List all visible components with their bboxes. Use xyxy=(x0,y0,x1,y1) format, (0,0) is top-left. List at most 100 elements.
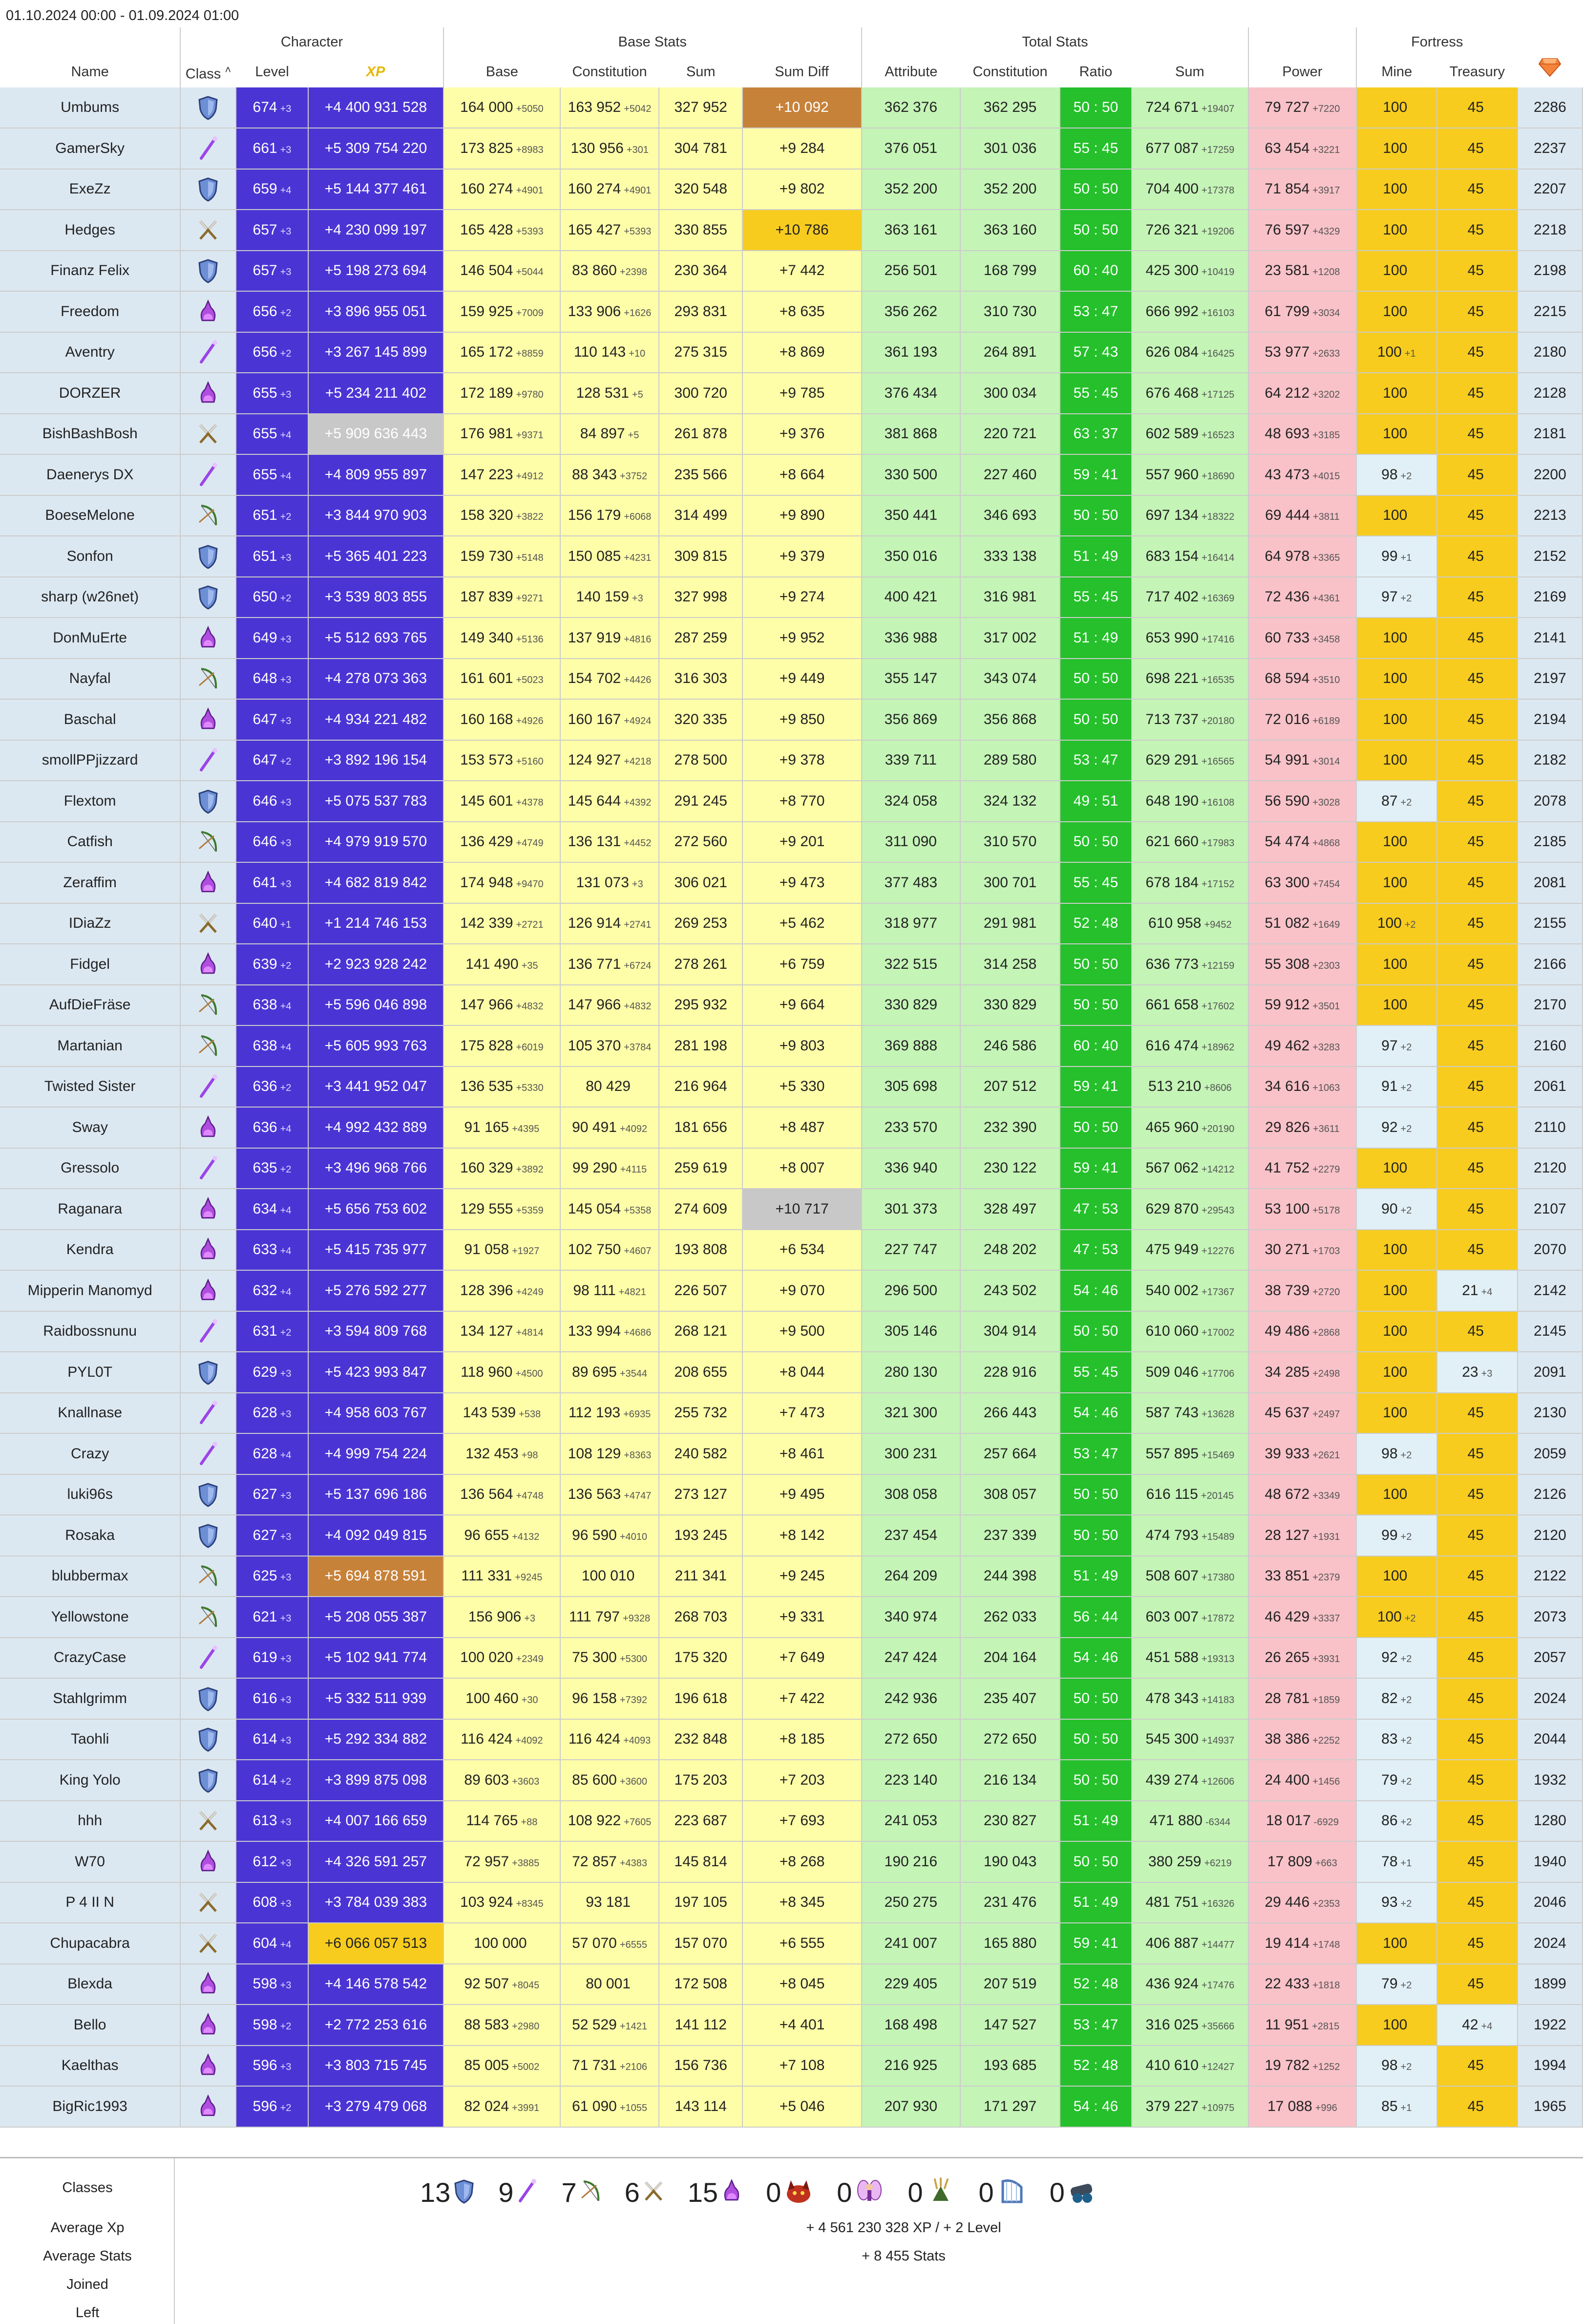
table-row[interactable]: Sway 636 +4 +4 992 432 889 91 165 +4395 90 491… xyxy=(0,1107,1583,1149)
table-row[interactable]: CrazyCase 619 +3 +5 102 941 774 100 020 +2349… xyxy=(0,1637,1583,1679)
col-ratio[interactable]: Ratio xyxy=(1060,57,1132,87)
table-row[interactable]: ExeZz 659 +4 +5 144 377 461 160 274 +4901 160 … xyxy=(0,169,1583,211)
cell-mine: 100 xyxy=(1356,210,1437,251)
cell-con: 80 429 xyxy=(560,1066,660,1108)
cell-mine: 79 +2 xyxy=(1356,1760,1437,1801)
table-row[interactable]: W70 612 +3 +4 326 591 257 72 957 +3885 72 857 +… xyxy=(0,1841,1583,1883)
table-row[interactable]: Zeraffim 641 +3 +4 682 819 842 174 948 +9470 1… xyxy=(0,862,1583,904)
table-row[interactable]: Twisted Sister 636 +2 +3 441 952 047 136 535… xyxy=(0,1066,1583,1108)
table-row[interactable]: Bello 598 +2 +2 772 253 616 88 583 +2980 52 52… xyxy=(0,2004,1583,2046)
cell-total-sum: 610 958 +9452 xyxy=(1131,903,1249,945)
cell-class xyxy=(180,1433,236,1475)
cell-name: W70 xyxy=(0,1841,181,1883)
table-row[interactable]: King Yolo 614 +2 +3 899 875 098 89 603 +3603 8… xyxy=(0,1760,1583,1801)
table-row[interactable]: Freedom 656 +2 +3 896 955 051 159 925 +7009 13… xyxy=(0,291,1583,333)
flask-icon xyxy=(197,2012,219,2038)
table-row[interactable]: GamerSky 661 +3 +5 309 754 220 173 825 +8983 1… xyxy=(0,128,1583,170)
table-row[interactable]: BishBashBosh 655 +4 +5 909 636 443 176 981 +9… xyxy=(0,413,1583,455)
table-row[interactable]: Baschal 647 +3 +4 934 221 482 160 168 +4926 16… xyxy=(0,699,1583,741)
table-row[interactable]: Hedges 657 +3 +4 230 099 197 165 428 +5393 165… xyxy=(0,210,1583,251)
col-level[interactable]: Level xyxy=(235,57,309,87)
table-row[interactable]: Knallnase 628 +3 +4 958 603 767 143 539 +538 1… xyxy=(0,1392,1583,1434)
col-treasury[interactable]: Treasury xyxy=(1436,57,1518,87)
table-row[interactable]: PYL0T 629 +3 +5 423 993 847 118 960 +4500 89 6… xyxy=(0,1352,1583,1393)
table-row[interactable]: Catfish 646 +3 +4 979 919 570 136 429 +4749 13… xyxy=(0,821,1583,863)
cell-mine: 97 +2 xyxy=(1356,576,1437,618)
table-row[interactable]: P 4 II N 608 +3 +3 784 039 383 103 924 +8345 9… xyxy=(0,1882,1583,1924)
cell-total-sum: 567 062 +14212 xyxy=(1131,1148,1249,1190)
table-row[interactable]: Taohli 614 +3 +5 292 334 882 116 424 +4092 116… xyxy=(0,1719,1583,1761)
col-name[interactable]: Name xyxy=(0,57,181,87)
table-row[interactable]: Raidbossnunu 631 +2 +3 594 809 768 134 127 +4… xyxy=(0,1311,1583,1353)
cell-sum: 330 855 xyxy=(659,210,743,251)
cell-level: 647 +3 xyxy=(235,699,309,741)
table-row[interactable]: sharp (w26net) 650 +2 +3 539 803 855 187 839… xyxy=(0,576,1583,618)
col-base[interactable]: Base xyxy=(443,57,560,87)
col-class[interactable]: Class ˄ xyxy=(180,57,236,87)
cell-class xyxy=(180,903,236,945)
table-row[interactable]: Raganara 634 +4 +5 656 753 602 129 555 +5359 1… xyxy=(0,1189,1583,1230)
table-row[interactable]: Flextom 646 +3 +5 075 537 783 145 601 +4378 14… xyxy=(0,781,1583,822)
col-attribute[interactable]: Attribute xyxy=(861,57,960,87)
cell-gems: 2120 xyxy=(1517,1148,1583,1190)
col-total-constitution[interactable]: Constitution xyxy=(960,57,1060,87)
cell-treasury: 45 xyxy=(1436,1392,1518,1434)
table-row[interactable]: Fidgel 639 +2 +2 923 928 242 141 490 +35 136 7… xyxy=(0,944,1583,985)
table-row[interactable]: Blexda 598 +3 +4 146 578 542 92 507 +8045 80 0… xyxy=(0,1963,1583,2005)
table-row[interactable]: Martanian 638 +4 +5 605 993 763 175 828 +6019… xyxy=(0,1025,1583,1067)
cell-con: 137 919 +4816 xyxy=(560,618,660,659)
shield-icon xyxy=(197,1360,219,1385)
cell-total-sum: 704 400 +17378 xyxy=(1131,169,1249,211)
cell-gems: 2024 xyxy=(1517,1678,1583,1720)
col-sum-diff[interactable]: Sum Diff xyxy=(742,57,862,87)
table-row[interactable]: blubbermax 625 +3 +5 694 878 591 111 331 +924… xyxy=(0,1556,1583,1598)
table-row[interactable]: Crazy 628 +4 +4 999 754 224 132 453 +98 108 12… xyxy=(0,1433,1583,1475)
col-mine[interactable]: Mine xyxy=(1355,57,1437,87)
table-row[interactable]: Mipperin Manomyd 632 +4 +5 276 592 277 128 3… xyxy=(0,1270,1583,1312)
table-row[interactable]: Sonfon 651 +3 +5 365 401 223 159 730 +5148 150… xyxy=(0,536,1583,577)
table-row[interactable]: AufDieFräse 638 +4 +5 596 046 898 147 966 +48… xyxy=(0,984,1583,1026)
cell-base: 172 189 +9780 xyxy=(443,373,561,414)
cell-ratio: 52 : 48 xyxy=(1060,2045,1132,2087)
cell-attribute: 280 130 xyxy=(861,1352,961,1393)
table-row[interactable]: DORZER 655 +3 +5 234 211 402 172 189 +9780 128… xyxy=(0,373,1583,414)
col-power[interactable]: Power xyxy=(1248,57,1356,87)
cell-con: 130 956 +301 xyxy=(560,128,660,170)
table-row[interactable]: Umbums 674 +3 +4 400 931 528 164 000 +5050 163… xyxy=(0,87,1583,129)
cell-base: 143 539 +538 xyxy=(443,1392,561,1434)
table-row[interactable]: smollPPjizzard 647 +2 +3 892 196 154 153 573… xyxy=(0,740,1583,782)
table-row[interactable]: Stahlgrimm 616 +3 +5 332 511 939 100 460 +30 9… xyxy=(0,1678,1583,1720)
cell-xp: +4 992 432 889 xyxy=(308,1107,444,1149)
cell-mine: 100 xyxy=(1356,1270,1437,1312)
cell-attribute: 355 147 xyxy=(861,658,961,700)
table-row[interactable]: Yellowstone 621 +3 +5 208 055 387 156 906 +3 1… xyxy=(0,1597,1583,1638)
table-row[interactable]: Chupacabra 604 +4 +6 066 057 513 100 000 57 0… xyxy=(0,1923,1583,1964)
table-row[interactable]: Kaelthas 596 +3 +3 803 715 745 85 005 +5002 71… xyxy=(0,2045,1583,2087)
table-row[interactable]: BoeseMelone 651 +2 +3 844 970 903 158 320 +38… xyxy=(0,495,1583,537)
col-gem[interactable] xyxy=(1517,57,1583,87)
table-row[interactable]: hhh 613 +3 +4 007 166 659 114 765 +88 108 922 +… xyxy=(0,1800,1583,1842)
shield-icon xyxy=(197,95,219,120)
table-row[interactable]: DonMuErte 649 +3 +5 512 693 765 149 340 +5136… xyxy=(0,618,1583,659)
cell-class xyxy=(180,1963,236,2005)
cell-gems: 2218 xyxy=(1517,210,1583,251)
table-row[interactable]: IDiaZz 640 +1 +1 214 746 153 142 339 +2721 126… xyxy=(0,903,1583,945)
table-row[interactable]: Finanz Felix 657 +3 +5 198 273 694 146 504 +5… xyxy=(0,250,1583,292)
col-total-sum[interactable]: Sum xyxy=(1131,57,1248,87)
table-row[interactable]: BigRic1993 596 +2 +3 279 479 068 82 024 +3991… xyxy=(0,2086,1583,2128)
table-row[interactable]: Kendra 633 +4 +5 415 735 977 91 058 +1927 102 … xyxy=(0,1229,1583,1271)
table-row[interactable]: Daenerys DX 655 +4 +4 809 955 897 147 223 +49… xyxy=(0,454,1583,496)
table-row[interactable]: Nayfal 648 +3 +4 278 073 363 161 601 +5023 154… xyxy=(0,658,1583,700)
col-xp[interactable]: XP xyxy=(308,57,443,87)
swords-icon xyxy=(197,217,219,243)
cell-attribute: 336 988 xyxy=(861,618,961,659)
table-row[interactable]: Gressolo 635 +2 +3 496 968 766 160 329 +3892 9… xyxy=(0,1148,1583,1190)
guild-stats-table: Character Base Stats Total Stats Fortres… xyxy=(0,27,1583,2128)
table-row[interactable]: luki96s 627 +3 +5 137 696 186 136 564 +4748 13… xyxy=(0,1474,1583,1516)
table-row[interactable]: Aventry 656 +2 +3 267 145 899 165 172 +8859 11… xyxy=(0,332,1583,374)
col-constitution[interactable]: Constitution xyxy=(560,57,659,87)
col-sum[interactable]: Sum xyxy=(659,57,743,87)
cell-sum-diff: +6 555 xyxy=(742,1923,862,1964)
table-row[interactable]: Rosaka 627 +3 +4 092 049 815 96 655 +4132 96 5… xyxy=(0,1515,1583,1556)
cell-base: 147 223 +4912 xyxy=(443,454,561,496)
